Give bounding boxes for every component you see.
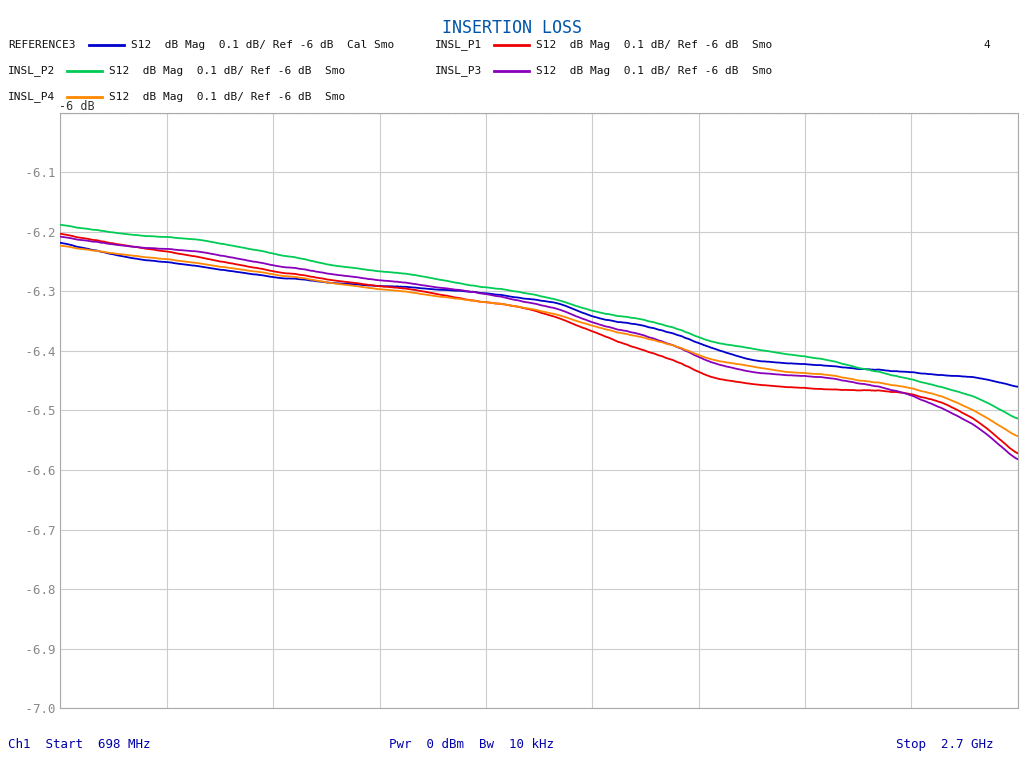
Text: INSL_P2: INSL_P2 bbox=[8, 65, 55, 76]
Text: Stop  2.7 GHz: Stop 2.7 GHz bbox=[896, 739, 993, 751]
Text: S12  dB Mag  0.1 dB/ Ref -6 dB  Smo: S12 dB Mag 0.1 dB/ Ref -6 dB Smo bbox=[536, 65, 772, 76]
Text: INSL_P4: INSL_P4 bbox=[8, 91, 55, 102]
Text: S12  dB Mag  0.1 dB/ Ref -6 dB  Smo: S12 dB Mag 0.1 dB/ Ref -6 dB Smo bbox=[109, 91, 345, 102]
Text: INSL_P1: INSL_P1 bbox=[435, 39, 482, 50]
Text: S12  dB Mag  0.1 dB/ Ref -6 dB  Cal Smo: S12 dB Mag 0.1 dB/ Ref -6 dB Cal Smo bbox=[131, 39, 394, 50]
Text: -6 dB: -6 dB bbox=[59, 100, 95, 113]
Text: S12  dB Mag  0.1 dB/ Ref -6 dB  Smo: S12 dB Mag 0.1 dB/ Ref -6 dB Smo bbox=[536, 39, 772, 50]
Text: Ch1  Start  698 MHz: Ch1 Start 698 MHz bbox=[8, 739, 151, 751]
Text: INSL_P3: INSL_P3 bbox=[435, 65, 482, 76]
Text: 4: 4 bbox=[983, 39, 990, 50]
Text: REFERENCE3: REFERENCE3 bbox=[8, 39, 76, 50]
Text: S12  dB Mag  0.1 dB/ Ref -6 dB  Smo: S12 dB Mag 0.1 dB/ Ref -6 dB Smo bbox=[109, 65, 345, 76]
Text: ◄: ◄ bbox=[1023, 104, 1024, 122]
Text: Pwr  0 dBm  Bw  10 kHz: Pwr 0 dBm Bw 10 kHz bbox=[389, 739, 554, 751]
Text: INSERTION LOSS: INSERTION LOSS bbox=[442, 19, 582, 37]
